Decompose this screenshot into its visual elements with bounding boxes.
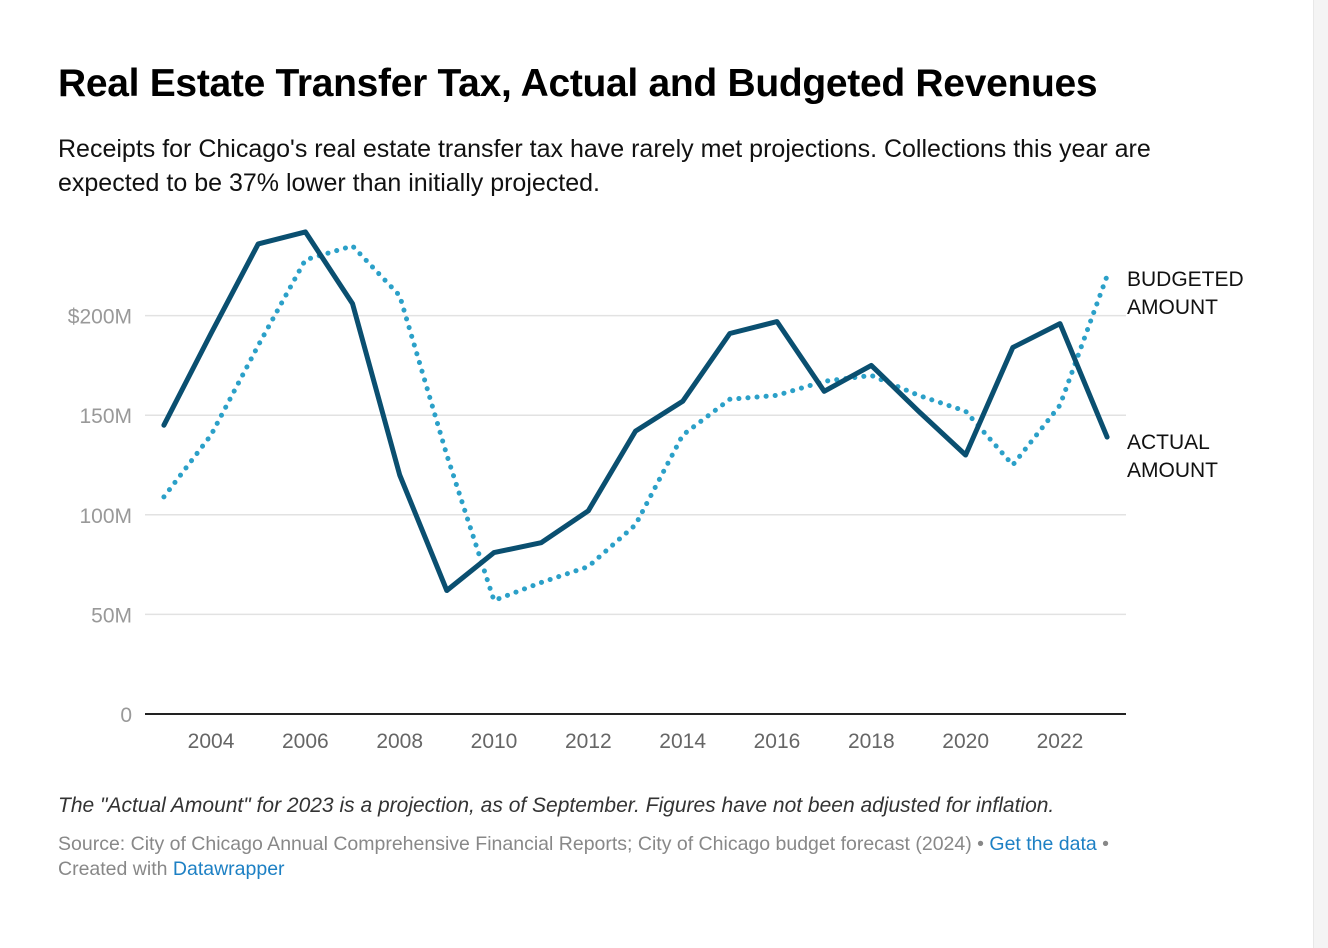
chart-note: The "Actual Amount" for 2023 is a projec… (58, 794, 1055, 817)
separator: • (1096, 833, 1109, 855)
actual-point (303, 230, 307, 234)
actual-point (209, 332, 213, 336)
budgeted-point (256, 343, 260, 347)
x-tick-label: 2008 (376, 730, 423, 753)
actual-point (351, 302, 355, 306)
budgeted-point (869, 373, 873, 377)
series-labels: BUDGETED AMOUNT ACTUAL AMOUNT (1127, 268, 1244, 482)
x-axis-ticks: 2004 2006 2008 2010 2012 2014 2016 2018 2020 2022 (188, 730, 1084, 753)
budgeted-point (1058, 403, 1062, 407)
actual-point (869, 363, 873, 367)
actual-point (775, 320, 779, 324)
actual-point (492, 551, 496, 555)
budgeted-point (539, 581, 543, 585)
budgeted-point (681, 433, 685, 437)
budgeted-point (728, 397, 732, 401)
source-text: Source: City of Chicago Annual Comprehen… (58, 833, 972, 855)
budgeted-point (634, 523, 638, 527)
budgeted-point (1105, 274, 1109, 278)
y-tick-label: 50M (91, 604, 132, 627)
y-tick-label: 100M (79, 505, 132, 528)
budgeted-point (162, 495, 166, 499)
budgeted-point (445, 453, 449, 457)
x-tick-label: 2004 (188, 730, 235, 753)
budgeted-amount-line (161, 243, 1110, 603)
separator: • (971, 833, 990, 855)
actual-point (398, 473, 402, 477)
chart-title: Real Estate Transfer Tax, Actual and Bud… (58, 62, 1098, 105)
budgeted-point (351, 244, 355, 248)
budgeted-point (492, 598, 496, 602)
y-tick-label: $200M (68, 306, 132, 329)
actual-point (256, 242, 260, 246)
chart-footer: Source: City of Chicago Annual Comprehen… (58, 832, 1298, 882)
x-tick-label: 2016 (754, 730, 801, 753)
actual-amount-label: ACTUAL AMOUNT (1127, 431, 1218, 482)
y-tick-label: 0 (120, 704, 132, 727)
actual-point (1011, 345, 1015, 349)
actual-point (634, 429, 638, 433)
x-tick-label: 2020 (942, 730, 989, 753)
actual-point (822, 389, 826, 393)
actual-point (586, 509, 590, 513)
budgeted-point (209, 433, 213, 437)
x-tick-label: 2006 (282, 730, 329, 753)
budgeted-amount-label: BUDGETED AMOUNT (1127, 268, 1244, 319)
actual-point (445, 588, 449, 592)
gridlines (145, 314, 1126, 715)
y-axis-ticks: 0 50M 100M 150M $200M (68, 306, 132, 727)
budgeted-point (1011, 463, 1015, 467)
created-with-text: Created with (58, 858, 168, 880)
budgeted-point (822, 379, 826, 383)
get-the-data-link[interactable]: Get the data (989, 833, 1097, 855)
budgeted-point (398, 294, 402, 298)
actual-point (1105, 435, 1109, 439)
actual-point (162, 423, 166, 427)
actual-point (916, 409, 920, 413)
x-tick-label: 2022 (1037, 730, 1084, 753)
x-tick-label: 2018 (848, 730, 895, 753)
datawrapper-link[interactable]: Datawrapper (172, 858, 285, 880)
actual-point (681, 399, 685, 403)
budgeted-point (586, 565, 590, 569)
chart-subtitle: Receipts for Chicago's real estate trans… (58, 135, 1151, 197)
actual-point (1058, 322, 1062, 326)
x-tick-label: 2014 (659, 730, 706, 753)
scrollbar-edge (1313, 0, 1328, 948)
actual-point (539, 541, 543, 545)
actual-point (964, 453, 968, 457)
actual-point (728, 332, 732, 336)
actual-amount-line (161, 229, 1110, 593)
series-lines (161, 229, 1110, 603)
budgeted-point (303, 258, 307, 262)
budgeted-point (964, 409, 968, 413)
budgeted-point (916, 393, 920, 397)
x-tick-label: 2012 (565, 730, 612, 753)
x-tick-label: 2010 (471, 730, 518, 753)
budgeted-point (775, 393, 779, 397)
y-tick-label: 150M (79, 405, 132, 428)
